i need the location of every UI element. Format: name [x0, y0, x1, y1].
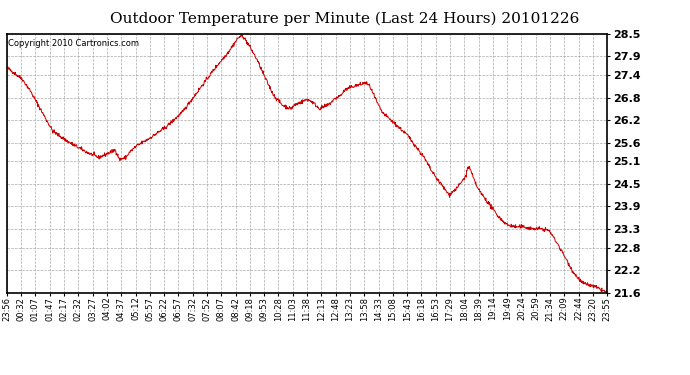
Text: Outdoor Temperature per Minute (Last 24 Hours) 20101226: Outdoor Temperature per Minute (Last 24 …: [110, 11, 580, 26]
Text: Copyright 2010 Cartronics.com: Copyright 2010 Cartronics.com: [8, 39, 139, 48]
